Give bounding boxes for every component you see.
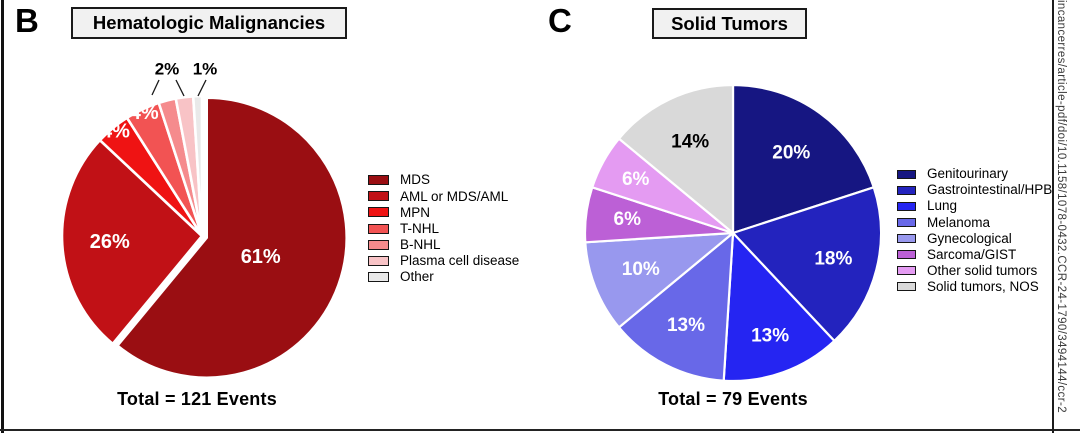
legend-label: Melanoma xyxy=(927,214,991,230)
slice-percent-label: 6% xyxy=(614,209,642,230)
total-events-c: Total = 79 Events xyxy=(658,389,808,409)
legend-swatch xyxy=(368,175,389,186)
pie-chart-solid-tumors: 20% 18% 13% 13% 10% 6% 6% 14% xyxy=(583,83,883,383)
legend-item: Melanoma xyxy=(897,214,1052,230)
legend-item: MPN xyxy=(368,204,519,220)
legend-swatch xyxy=(368,191,389,202)
legend-label: Plasma cell disease xyxy=(400,253,520,269)
panel-title-label: Hematologic Malignancies xyxy=(92,12,326,33)
callout-leader-line xyxy=(175,79,185,97)
slice-percent-label: 61% xyxy=(241,246,281,268)
legend-item: Gastrointestinal/HPB xyxy=(897,182,1052,198)
legend-swatch xyxy=(368,256,389,267)
pie-slice-solid-tumors-nos xyxy=(617,83,735,235)
callout-percent-label: 2% xyxy=(155,60,180,79)
slice-percent-label: 20% xyxy=(772,142,810,163)
pie-slice-other xyxy=(191,94,204,238)
pie-slice-melanoma xyxy=(617,231,735,382)
pie-slice-lung xyxy=(722,231,836,383)
legend-swatch xyxy=(897,217,916,227)
legend-label: MDS xyxy=(400,172,430,188)
pie-slice-genitourinary xyxy=(731,83,875,235)
panel-border-bottom xyxy=(0,429,1080,431)
legend-label: AML or MDS/AML xyxy=(400,188,509,204)
panel-title-solid-tumors: Solid Tumors xyxy=(652,8,807,39)
legend-label: B-NHL xyxy=(400,237,441,253)
pie-chart-hematologic: 61% 26% 4%4% 2% 1% xyxy=(60,60,348,379)
callout-percent-label: 1% xyxy=(193,60,218,79)
legend-swatch xyxy=(897,185,916,195)
legend-item: MDS xyxy=(368,172,519,188)
legend-item: Gynecological xyxy=(897,230,1052,246)
legend-swatch xyxy=(368,223,389,234)
legend-item: Sarcoma/GIST xyxy=(897,246,1052,262)
legend-item: Solid tumors, NOS xyxy=(897,279,1052,295)
legend-swatch xyxy=(897,201,916,211)
panel-border-right xyxy=(1052,0,1054,433)
legend-label: Other xyxy=(400,269,434,285)
panel-letter-b: B xyxy=(15,2,39,39)
pie-slice-mds xyxy=(116,96,348,379)
legend-swatch xyxy=(897,250,916,260)
legend-swatch xyxy=(897,282,916,292)
callout-leader-line xyxy=(151,79,160,96)
panel-letter-c: C xyxy=(548,2,572,39)
legend-hematologic: MDS AML or MDS/AML MPN T-NHL B-NHL Plasma cel… xyxy=(368,172,519,285)
slice-percent-label: 13% xyxy=(751,326,789,347)
legend-item: Genitourinary xyxy=(897,166,1052,182)
slice-percent-label: 18% xyxy=(814,248,852,269)
legend-item: Lung xyxy=(897,198,1052,214)
pie-slice-gastrointestinal-hpb xyxy=(731,186,883,342)
pie-slice-gynecological xyxy=(584,231,735,329)
panel-title-hematologic: Hematologic Malignancies xyxy=(71,7,347,39)
pie-slice-aml-or-mds-aml xyxy=(60,138,204,346)
pdf-watermark-text: lincancerres/article-pdf/doi/10.1158/107… xyxy=(1055,0,1067,413)
legend-item: Other solid tumors xyxy=(897,263,1052,279)
legend-label: T-NHL xyxy=(400,220,440,236)
legend-label: MPN xyxy=(400,204,430,220)
legend-solid-tumors: Genitourinary Gastrointestinal/HPB Lung Mel… xyxy=(897,166,1052,295)
legend-swatch xyxy=(368,239,389,250)
legend-label: Gynecological xyxy=(927,230,1012,246)
slice-percent-label: 13% xyxy=(667,315,705,336)
legend-item: Other xyxy=(368,269,519,285)
legend-label: Other solid tumors xyxy=(927,262,1038,278)
slice-percent-label: 14% xyxy=(671,131,709,152)
panel-border-left xyxy=(1,0,4,433)
slice-percent-label: 6% xyxy=(622,169,650,190)
panel-title-label: Solid Tumors xyxy=(671,12,788,34)
slice-percent-label: 10% xyxy=(622,259,660,280)
legend-label: Genitourinary xyxy=(927,166,1009,182)
slice-percent-label: 26% xyxy=(90,231,130,253)
legend-item: T-NHL xyxy=(368,221,519,237)
legend-item: AML or MDS/AML xyxy=(368,188,519,204)
callout-leader-line xyxy=(197,79,207,97)
legend-item: Plasma cell disease xyxy=(368,253,519,269)
legend-swatch xyxy=(897,169,916,179)
legend-label: Solid tumors, NOS xyxy=(927,278,1039,294)
legend-swatch xyxy=(368,272,389,283)
legend-swatch xyxy=(897,266,916,276)
legend-swatch xyxy=(897,233,916,243)
legend-item: B-NHL xyxy=(368,237,519,253)
slice-percent-label: 4% xyxy=(101,120,130,142)
slice-percent-label: 4% xyxy=(130,102,159,124)
legend-swatch xyxy=(368,207,389,218)
legend-label: Gastrointestinal/HPB xyxy=(927,182,1053,198)
legend-label: Lung xyxy=(927,198,958,214)
legend-label: Sarcoma/GIST xyxy=(927,246,1017,262)
total-events-b: Total = 121 Events xyxy=(117,389,277,409)
